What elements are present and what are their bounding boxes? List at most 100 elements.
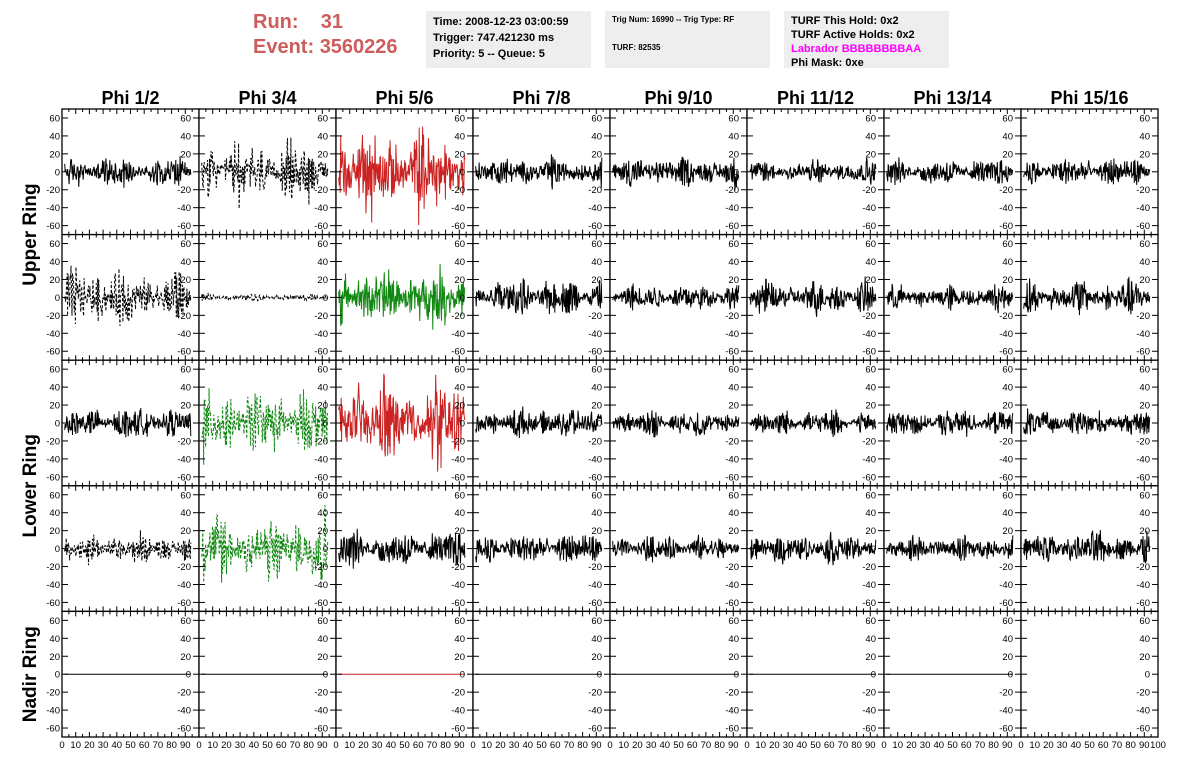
waveform-line: [475, 154, 603, 190]
y-tick-label: -60: [862, 221, 876, 232]
y-tick-label: 0: [871, 670, 876, 681]
waveform-line: [201, 292, 329, 302]
x-tick-label: 60: [961, 740, 972, 751]
y-tick-label: -20: [999, 185, 1013, 196]
y-tick-label: 0: [1145, 544, 1150, 555]
y-tick-label: 0: [186, 419, 191, 430]
y-tick-label: -20: [177, 562, 191, 573]
y-tick-label: -60: [725, 724, 739, 735]
y-tick-label: 0: [597, 419, 602, 430]
y-tick-label: 0: [55, 670, 60, 681]
y-tick-label: 20: [728, 149, 739, 160]
y-tick-label: 40: [317, 131, 328, 142]
y-tick-label: 20: [1139, 652, 1150, 663]
y-tick-label: 60: [454, 490, 465, 501]
y-tick-label: -60: [725, 472, 739, 483]
x-tick-label: 50: [1084, 740, 1095, 751]
x-tick-label: 0: [881, 740, 886, 751]
y-tick-label: -20: [177, 311, 191, 322]
y-tick-label: 60: [1002, 113, 1013, 124]
y-tick-label: -60: [588, 598, 602, 609]
y-tick-label: -60: [177, 221, 191, 232]
y-tick-label: 40: [1002, 383, 1013, 394]
y-tick-label: -20: [862, 311, 876, 322]
y-tick-label: 40: [454, 257, 465, 268]
x-tick-label: 30: [235, 740, 246, 751]
y-tick-label: -60: [588, 724, 602, 735]
y-tick-label: 0: [460, 544, 465, 555]
y-tick-label: -40: [999, 580, 1013, 591]
x-tick-label: 90: [317, 740, 328, 751]
turf-text: TURF: 82535: [612, 43, 661, 52]
y-tick-label: 20: [1139, 526, 1150, 537]
x-tick-label: 50: [399, 740, 410, 751]
y-tick-label: 60: [1002, 365, 1013, 376]
y-tick-label: -40: [999, 203, 1013, 214]
waveform-line: [475, 406, 603, 439]
y-tick-label: 0: [734, 419, 739, 430]
y-tick-label: 40: [1139, 131, 1150, 142]
x-tick-label: 50: [262, 740, 273, 751]
x-tick-label: 10: [344, 740, 355, 751]
y-tick-label: 60: [865, 239, 876, 250]
panel-frame: [1020, 610, 1159, 738]
y-tick-label: 0: [323, 167, 328, 178]
x-tick-label: 0: [470, 740, 475, 751]
turf-this-hold-text: TURF This Hold: 0x2: [791, 15, 899, 27]
y-tick-label: -20: [999, 311, 1013, 322]
trig-num-text: Trig Num: 16990 -- Trig Type: RF: [612, 15, 735, 24]
y-tick-label: -40: [999, 706, 1013, 717]
y-tick-label: -20: [46, 436, 60, 447]
y-tick-label: 0: [871, 419, 876, 430]
y-tick-label: -40: [451, 203, 465, 214]
y-tick-label: 20: [591, 401, 602, 412]
x-tick-label: 40: [660, 740, 671, 751]
y-tick-label: -60: [177, 472, 191, 483]
y-tick-label: 40: [591, 383, 602, 394]
x-tick-label: 20: [769, 740, 780, 751]
y-tick-label: 20: [1002, 149, 1013, 160]
x-tick-label: 50: [125, 740, 136, 751]
column-title: Phi 9/10: [644, 88, 712, 108]
x-tick-label: 0: [333, 740, 338, 751]
y-tick-label: -20: [314, 185, 328, 196]
y-tick-label: 20: [454, 149, 465, 160]
y-tick-label: -20: [862, 185, 876, 196]
y-tick-label: 40: [728, 508, 739, 519]
y-tick-label: -20: [451, 436, 465, 447]
y-tick-label: 20: [454, 275, 465, 286]
y-tick-label: -20: [725, 688, 739, 699]
waveform-line: [338, 373, 466, 472]
y-tick-label: 20: [865, 652, 876, 663]
y-tick-label: -60: [46, 724, 60, 735]
y-tick-label: 0: [597, 293, 602, 304]
y-tick-label: 0: [323, 419, 328, 430]
y-tick-label: 60: [454, 239, 465, 250]
column-title: Phi 13/14: [913, 88, 991, 108]
x-tick-label: 80: [303, 740, 314, 751]
y-tick-label: 60: [180, 113, 191, 124]
y-tick-label: -40: [177, 203, 191, 214]
y-tick-label: -60: [451, 472, 465, 483]
y-tick-label: -40: [177, 706, 191, 717]
y-tick-label: -60: [862, 472, 876, 483]
y-tick-label: -40: [862, 203, 876, 214]
turf-active-holds-text: TURF Active Holds: 0x2: [791, 29, 915, 41]
y-tick-label: -60: [999, 347, 1013, 358]
y-tick-label: 0: [597, 167, 602, 178]
y-tick-label: 40: [454, 383, 465, 394]
y-tick-label: 0: [1008, 544, 1013, 555]
y-tick-label: 0: [186, 670, 191, 681]
y-tick-label: -20: [314, 436, 328, 447]
y-tick-label: -20: [451, 185, 465, 196]
y-tick-label: -60: [862, 347, 876, 358]
x-tick-label: 80: [988, 740, 999, 751]
y-tick-label: 40: [1139, 634, 1150, 645]
y-tick-label: 40: [317, 634, 328, 645]
y-tick-label: 60: [1139, 113, 1150, 124]
waveform-line: [201, 505, 329, 583]
y-tick-label: -60: [314, 598, 328, 609]
x-tick-label: 70: [975, 740, 986, 751]
y-tick-label: 40: [317, 383, 328, 394]
y-tick-label: -20: [451, 688, 465, 699]
